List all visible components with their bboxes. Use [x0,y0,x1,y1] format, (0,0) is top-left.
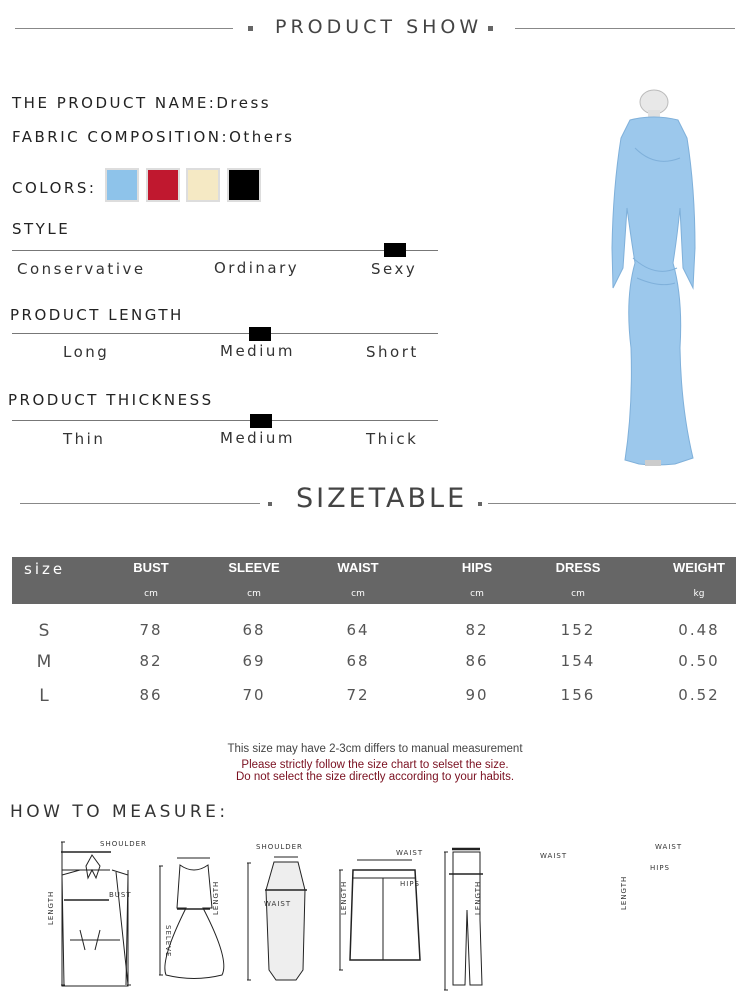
measure-label-length: LENGTH [474,880,482,915]
colors-label: COLORS: [12,179,97,197]
divider [488,503,736,504]
column-header: DRESS [555,560,601,575]
page-title: PRODUCT SHOW [275,16,483,38]
value-cell: 86 [465,652,489,670]
value-cell: 82 [139,652,163,670]
length-scale [12,333,438,334]
value-cell: 0.50 [678,652,720,670]
value-cell: 82 [465,621,489,639]
size-table-header: size BUST cm SLEEVE cm WAIST cm HIPS cm DRESS cm W… [12,557,736,604]
size-warning: Do not select the size directly accordin… [235,771,515,783]
measure-label-waist: WAIST [264,900,292,908]
thickness-option: Thin [63,430,106,448]
size-warning: Please strictly follow the size chart to… [241,759,509,771]
column-unit: cm [470,589,484,599]
value-cell: 70 [242,686,266,704]
length-option: Medium [220,342,295,360]
measure-label-length: LENGTH [340,880,348,915]
thickness-option: Medium [220,429,295,447]
value-cell: 90 [465,686,489,704]
length-option: Short [366,343,419,361]
size-cell: M [36,652,54,672]
divider [20,503,260,504]
size-cell: S [38,621,52,641]
column-header: BUST [133,560,169,575]
size-header: size [24,560,66,578]
measure-label-length: LENGTH [620,875,628,910]
measure-label-hips: HIPS [400,880,420,888]
measure-label-waist: WAIST [540,852,568,860]
value-cell: 68 [346,652,370,670]
measure-label-shoulder: SHOULDER [100,840,147,848]
value-cell: 152 [560,621,596,639]
color-swatch-red[interactable] [146,168,180,202]
length-label: PRODUCT LENGTH [10,306,184,324]
length-marker [249,327,271,341]
column-unit: cm [571,589,585,599]
value-cell: 69 [242,652,266,670]
thickness-marker [250,414,272,428]
table-row: M 82 69 68 86 154 0.50 [0,652,750,676]
product-name: THE PRODUCT NAME:Dress [12,94,271,112]
length-option: Long [63,343,110,361]
decor-square [268,502,272,506]
measure-label-waist: WAIST [396,849,424,857]
measure-label-length: LENGTH [212,880,220,915]
thickness-label: PRODUCT THICKNESS [8,391,214,409]
measure-diagrams [61,841,483,991]
table-row: L 86 70 72 90 156 0.52 [0,686,750,710]
column-header: WEIGHT [673,560,725,575]
measure-label-waist: WAIST [655,843,683,851]
value: Others [229,128,295,146]
thickness-scale [12,420,438,421]
value-cell: 86 [139,686,163,704]
table-row: S 78 68 64 82 152 0.48 [0,621,750,645]
measure-label-sleeve: SELEVE [164,925,172,958]
size-cell: L [39,686,51,706]
style-marker [384,243,406,257]
value: Dress [216,94,272,112]
measure-label-hips: HIPS [650,864,670,872]
how-to-measure-title: HOW TO MEASURE: [10,802,229,822]
decor-square [478,502,482,506]
color-swatch-blue[interactable] [105,168,139,202]
style-option: Sexy [371,260,418,278]
product-image [611,89,696,466]
measure-label-bust: BUST [109,891,132,899]
measure-label-length: LENGTH [47,890,55,925]
value-cell: 154 [560,652,596,670]
style-scale [12,250,438,251]
fabric-composition: FABRIC COMPOSITION:Others [12,128,294,146]
column-unit: kg [693,589,705,599]
value-cell: 0.48 [678,621,720,639]
value-cell: 0.52 [678,686,720,704]
column-unit: cm [351,589,365,599]
value-cell: 156 [560,686,596,704]
divider [515,28,735,29]
column-header: SLEEVE [228,560,280,575]
column-header: WAIST [337,560,379,575]
value-cell: 72 [346,686,370,704]
thickness-option: Thick [366,430,419,448]
value-cell: 78 [139,621,163,639]
value-cell: 68 [242,621,266,639]
column-unit: cm [144,589,158,599]
column-header: HIPS [461,560,493,575]
decor-square [488,26,493,31]
column-unit: cm [247,589,261,599]
color-swatch-black[interactable] [227,168,261,202]
style-option: Ordinary [214,259,300,277]
divider [15,28,233,29]
size-note: This size may have 2-3cm differs to manu… [227,743,523,755]
style-option: Conservative [17,260,146,278]
label: THE PRODUCT NAME: [12,94,217,112]
color-swatch-cream[interactable] [186,168,220,202]
decor-square [248,26,253,31]
sizetable-title: SIZETABLE [296,483,468,514]
value-cell: 64 [346,621,370,639]
measure-label-shoulder: SHOULDER [256,843,303,851]
label: FABRIC COMPOSITION: [12,128,230,146]
style-label: STYLE [12,220,71,238]
